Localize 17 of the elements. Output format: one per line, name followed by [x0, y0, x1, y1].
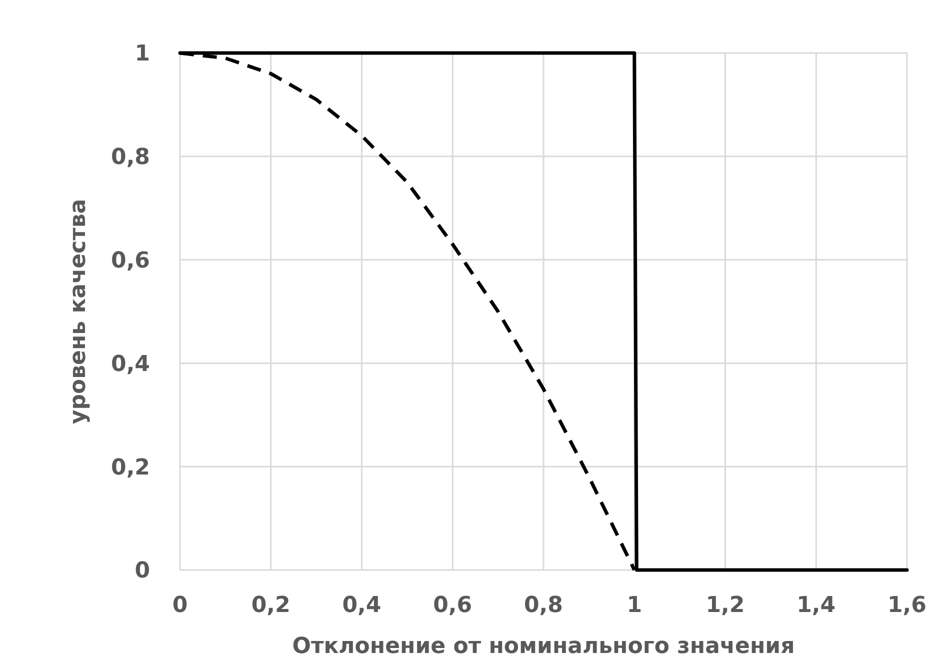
y-tick-label: 0,8 — [111, 145, 150, 170]
y-tick-label: 1 — [134, 42, 150, 67]
y-tick-label: 0 — [134, 558, 150, 584]
x-axis-title: Отклонение от номинального значения — [292, 634, 795, 659]
x-tick-label: 0,2 — [251, 593, 290, 618]
x-tick-label: 1,6 — [888, 593, 926, 618]
x-tick-label: 1 — [626, 593, 642, 618]
y-axis-title: уровень качества — [66, 198, 91, 424]
y-tick-label: 0,4 — [111, 352, 150, 377]
x-tick-label: 1,4 — [796, 593, 836, 618]
y-tick-label: 0,6 — [111, 248, 150, 274]
x-tick-label: 0,6 — [433, 593, 472, 618]
y-tick-label: 0,2 — [111, 455, 150, 480]
x-tick-label: 0 — [172, 593, 188, 618]
x-tick-label: 0,8 — [524, 593, 563, 618]
x-tick-label: 1,2 — [706, 593, 745, 618]
x-tick-label: 0,4 — [342, 593, 382, 618]
